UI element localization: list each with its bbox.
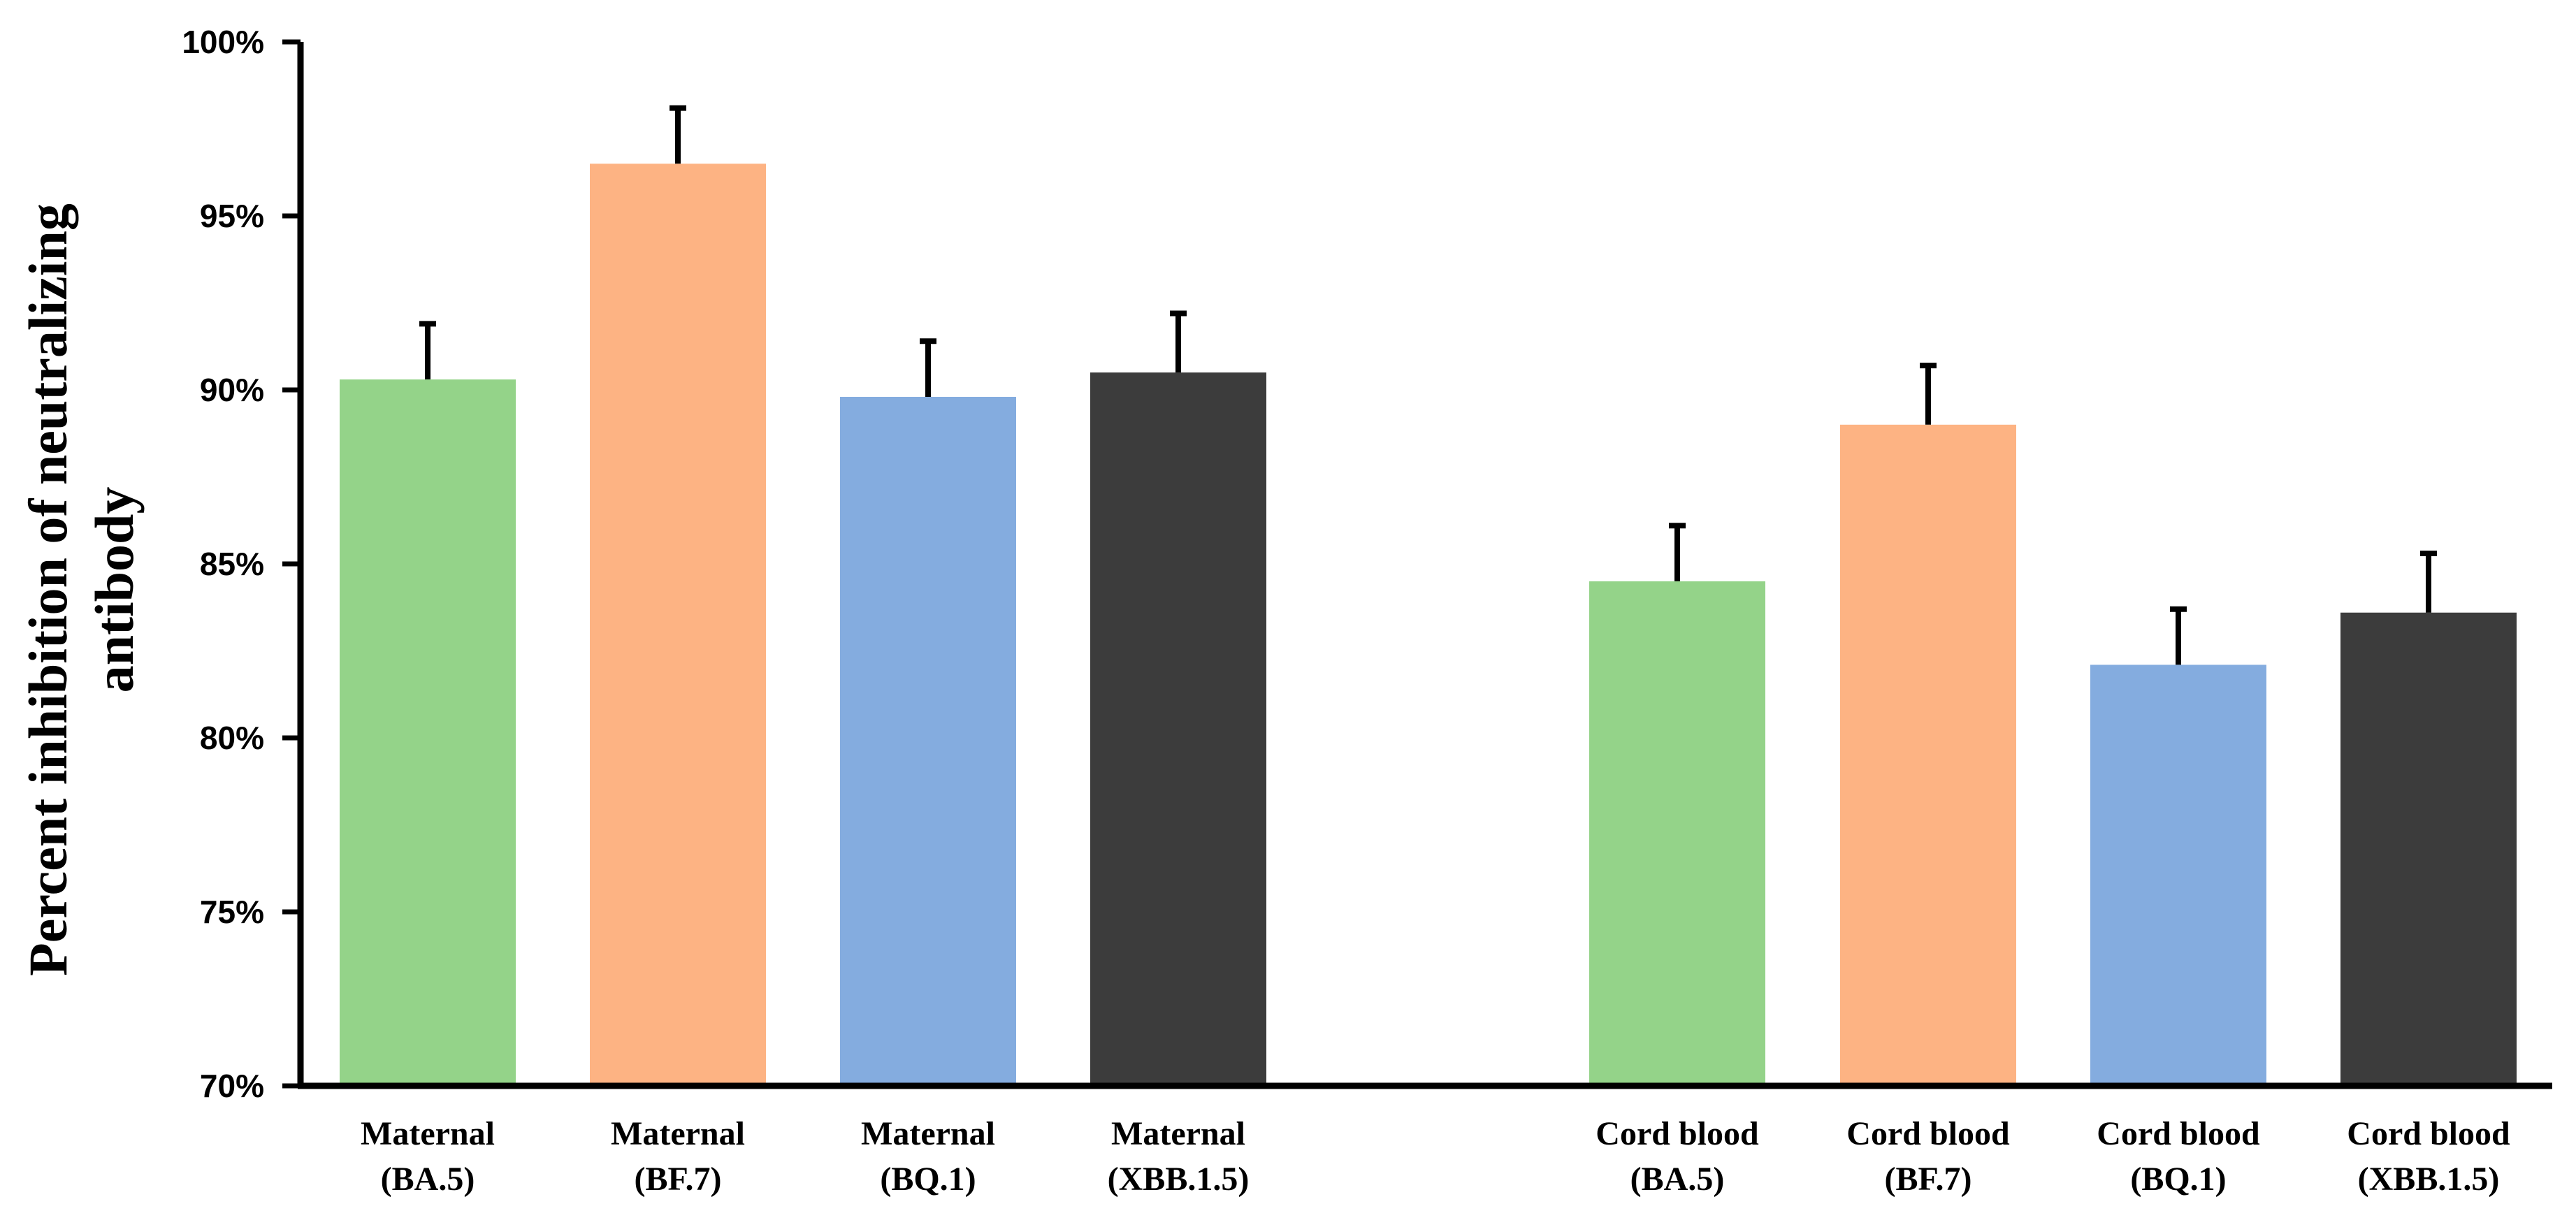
x-category-label-line-2: (XBB.1.5) bbox=[1108, 1161, 1250, 1198]
x-category-label-line-1: Maternal bbox=[861, 1115, 995, 1152]
bar bbox=[1840, 425, 2016, 1086]
x-category-label-line-1: Cord blood bbox=[1846, 1115, 2010, 1152]
x-category-label-line-1: Cord blood bbox=[2097, 1115, 2260, 1152]
y-tick-label: 75% bbox=[200, 894, 264, 930]
y-tick-label: 70% bbox=[200, 1068, 264, 1104]
x-axis-labels: Maternal (BA.5) Maternal (BF.7) Maternal (BQ.… bbox=[361, 1115, 2510, 1198]
y-tick-label: 90% bbox=[200, 372, 264, 408]
bar bbox=[840, 397, 1016, 1086]
y-tick-label: 85% bbox=[200, 546, 264, 582]
bars bbox=[340, 164, 2517, 1086]
x-category-label-line-2: (BA.5) bbox=[1630, 1161, 1725, 1198]
x-category-label-line-2: (XBB.1.5) bbox=[2358, 1161, 2500, 1198]
y-tick-label: 95% bbox=[200, 198, 264, 234]
y-axis-ticks: 70% 75% 80% 85% 90% 95% 100% bbox=[182, 24, 301, 1104]
x-category-label-line-2: (BA.5) bbox=[381, 1161, 475, 1198]
x-category-label-line-2: (BQ.1) bbox=[880, 1161, 976, 1198]
bar-chart: Percent inhibition of neutralizing antib… bbox=[0, 0, 2576, 1227]
x-category-label-line-1: Cord blood bbox=[2347, 1115, 2510, 1152]
y-axis-title-line-1: Percent inhibition of neutralizing bbox=[17, 203, 78, 976]
y-tick-label: 80% bbox=[200, 720, 264, 756]
x-category-label-line-1: Cord blood bbox=[1595, 1115, 1759, 1152]
x-category-label-line-1: Maternal bbox=[1111, 1115, 1245, 1152]
y-axis-title-line-2: antibody bbox=[84, 487, 145, 693]
bar bbox=[2340, 613, 2517, 1086]
y-axis-title: Percent inhibition of neutralizing antib… bbox=[17, 203, 145, 976]
x-category-label-line-1: Maternal bbox=[611, 1115, 745, 1152]
bar bbox=[590, 164, 766, 1086]
x-category-label-line-1: Maternal bbox=[361, 1115, 495, 1152]
bar bbox=[1589, 581, 1765, 1086]
bar bbox=[2090, 665, 2266, 1086]
x-category-label-line-2: (BQ.1) bbox=[2130, 1161, 2226, 1198]
x-category-label-line-2: (BF.7) bbox=[635, 1161, 722, 1198]
bar bbox=[1090, 372, 1266, 1086]
y-tick-label: 100% bbox=[182, 24, 264, 60]
x-category-label-line-2: (BF.7) bbox=[1885, 1161, 1972, 1198]
bar bbox=[340, 379, 516, 1086]
